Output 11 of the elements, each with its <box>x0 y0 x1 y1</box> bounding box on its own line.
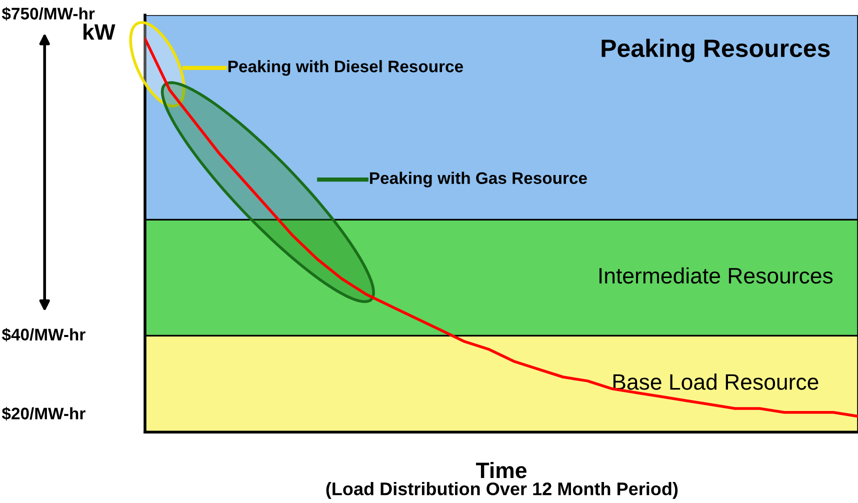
text: $40/MW-hr <box>2 328 86 342</box>
band-label: Peaking Resources <box>602 38 830 62</box>
x-axis-title: Time <box>476 462 526 478</box>
band-label: Base Load Resource <box>613 374 818 390</box>
y-axis-title: kW <box>84 24 116 40</box>
text: (Load Distribution Over 12 Month Period) <box>326 482 678 499</box>
annotation: Peaking with Gas Resource <box>370 172 587 188</box>
annotation: Peaking with Diesel Resource <box>228 60 463 76</box>
text: $20/MW-hr <box>2 406 86 421</box>
band-label: Intermediate Resources <box>600 267 833 284</box>
text: $750/MW-hr <box>2 7 95 21</box>
